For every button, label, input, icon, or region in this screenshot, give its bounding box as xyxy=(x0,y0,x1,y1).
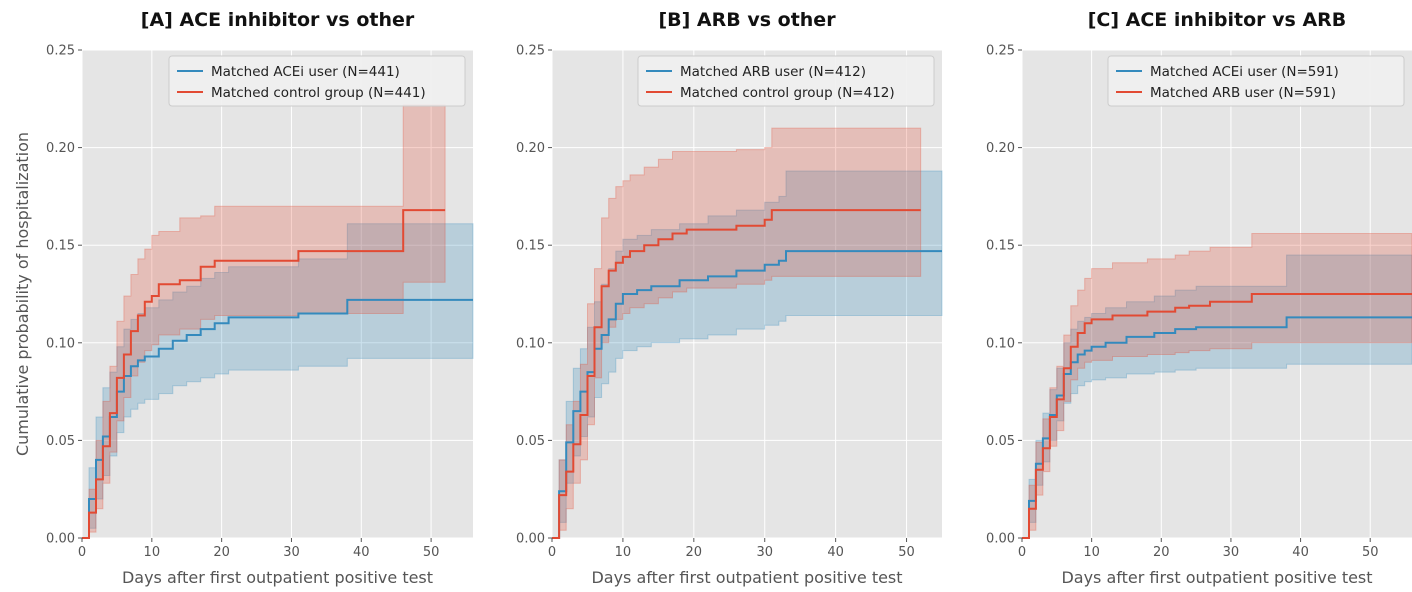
legend-entry-label: Matched ARB user (N=412) xyxy=(680,64,866,80)
x-tick-label: 40 xyxy=(1292,545,1309,560)
ci-band-series-1 xyxy=(552,170,943,539)
x-tick-label: 50 xyxy=(423,545,440,560)
x-tick-label: 30 xyxy=(283,545,300,560)
ci-band-series-1 xyxy=(82,223,474,539)
y-tick-label: 0.25 xyxy=(986,44,1015,59)
y-tick-label: 0.20 xyxy=(46,141,75,156)
x-axis-label: Days after first outpatient positive tes… xyxy=(1061,568,1372,587)
legend-entry-label: Matched ARB user (N=591) xyxy=(1150,85,1336,101)
x-tick-label: 0 xyxy=(1018,545,1026,560)
km-curve-series-1 xyxy=(82,298,473,539)
legend: Matched ACEi user (N=441) Matched control… xyxy=(168,55,466,107)
y-tick-label: 0.25 xyxy=(516,44,545,59)
x-tick-label: 20 xyxy=(686,545,703,560)
y-tick-label: 0.10 xyxy=(986,336,1015,351)
y-tick-label: 0.10 xyxy=(516,336,545,351)
panel-title: [C] ACE inhibitor vs ARB xyxy=(1088,9,1347,31)
x-tick-label: 50 xyxy=(1362,545,1379,560)
y-tick-label: 0.15 xyxy=(516,239,545,254)
km-curve-series-2 xyxy=(1022,293,1412,539)
km-curve-series-2 xyxy=(82,209,446,539)
x-tick-label: 30 xyxy=(1223,545,1240,560)
x-tick-label: 0 xyxy=(548,545,556,560)
x-tick-label: 10 xyxy=(615,545,632,560)
x-tick-label: 0 xyxy=(78,545,86,560)
legend-box xyxy=(1107,55,1405,107)
y-tick-label: 0.10 xyxy=(46,336,75,351)
y-tick-label: 0.15 xyxy=(986,239,1015,254)
legend-entry-label: Matched ACEi user (N=441) xyxy=(211,64,400,80)
y-tick-label: 0.00 xyxy=(986,532,1015,547)
legend: Matched ACEi user (N=591) Matched ARB use… xyxy=(1107,55,1405,107)
x-axis-label: Days after first outpatient positive tes… xyxy=(122,568,433,587)
plot-area xyxy=(552,50,942,538)
panel-1: 0 10 20 30 40 50 0.00 0.05 0.10 0.15 0.20 0.25 [A] A… xyxy=(13,9,474,587)
ci-band-series-1 xyxy=(1022,254,1412,539)
ci-band-series-2 xyxy=(1022,233,1412,539)
legend-entry-label: Matched control group (N=412) xyxy=(680,85,895,101)
y-tick-label: 0.20 xyxy=(986,141,1015,156)
km-curve-series-1 xyxy=(552,250,942,539)
legend-entry-label: Matched ACEi user (N=591) xyxy=(1150,64,1339,80)
x-axis-label: Days after first outpatient positive tes… xyxy=(591,568,902,587)
panel-2: 0 10 20 30 40 50 0.00 0.05 0.10 0.15 0.20 0.25 [B] A… xyxy=(516,9,943,587)
y-tick-label: 0.25 xyxy=(46,44,75,59)
y-tick-label: 0.05 xyxy=(516,434,545,449)
x-tick-label: 50 xyxy=(898,545,915,560)
x-tick-label: 30 xyxy=(756,545,773,560)
km-curve-series-2 xyxy=(552,209,921,539)
legend: Matched ARB user (N=412) Matched control … xyxy=(637,55,935,107)
legend-box xyxy=(168,55,466,107)
ci-band-series-2 xyxy=(552,127,922,539)
panel-title: [A] ACE inhibitor vs other xyxy=(141,9,415,31)
x-tick-label: 40 xyxy=(827,545,844,560)
panel-3: 0 10 20 30 40 50 0.00 0.05 0.10 0.15 0.20 0.25 [C] A… xyxy=(986,9,1412,587)
legend-box xyxy=(637,55,935,107)
x-tick-label: 10 xyxy=(1083,545,1100,560)
legend-entry-label: Matched control group (N=441) xyxy=(211,85,426,101)
ci-band-series-2 xyxy=(82,104,446,539)
x-tick-label: 20 xyxy=(1153,545,1170,560)
x-tick-label: 40 xyxy=(353,545,370,560)
y-tick-label: 0.15 xyxy=(46,239,75,254)
y-axis-label: Cumulative probability of hospitalizatio… xyxy=(13,132,32,456)
x-tick-label: 10 xyxy=(144,545,161,560)
y-tick-label: 0.05 xyxy=(986,434,1015,449)
panel-title: [B] ARB vs other xyxy=(658,9,836,31)
y-tick-label: 0.20 xyxy=(516,141,545,156)
y-tick-label: 0.00 xyxy=(516,532,545,547)
y-tick-label: 0.05 xyxy=(46,434,75,449)
x-tick-label: 20 xyxy=(213,545,230,560)
y-tick-label: 0.00 xyxy=(46,532,75,547)
plot-area xyxy=(82,50,473,538)
